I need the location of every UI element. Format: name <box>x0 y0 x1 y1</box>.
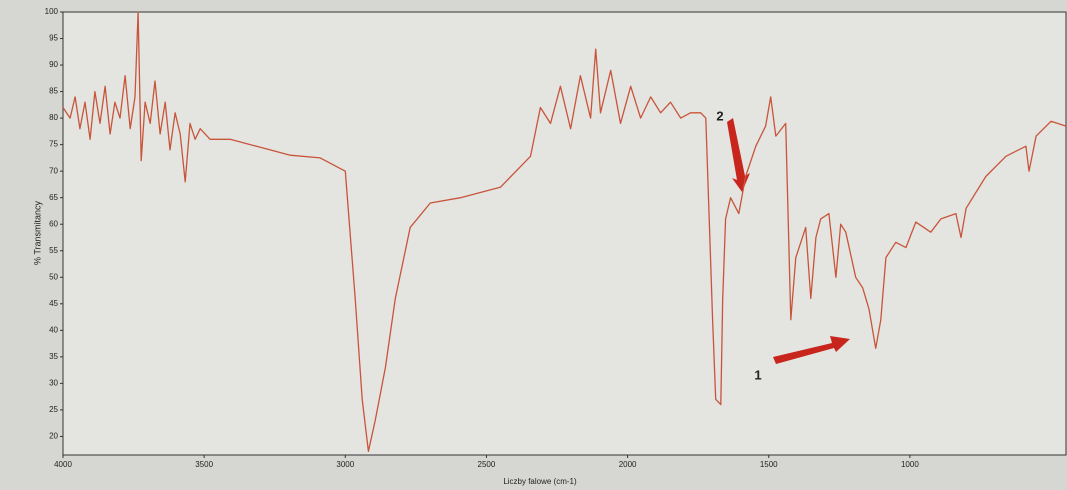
y-tick-label: 60 <box>49 219 58 228</box>
y-tick-label: 100 <box>45 7 59 16</box>
x-axis-label: Liczby falowe (cm-1) <box>503 477 577 486</box>
x-tick-label: 1500 <box>760 460 778 469</box>
annotation: 2 <box>716 108 723 123</box>
y-tick-label: 80 <box>49 113 58 122</box>
y-tick-label: 35 <box>49 352 58 361</box>
y-tick-label: 65 <box>49 193 58 202</box>
y-tick-label: 70 <box>49 166 58 175</box>
y-tick-label: 55 <box>49 246 58 255</box>
y-tick-label: 25 <box>49 405 58 414</box>
y-tick-label: 90 <box>49 60 58 69</box>
y-tick-label: 20 <box>49 432 58 441</box>
x-tick-label: 3000 <box>336 460 354 469</box>
y-tick-label: 30 <box>49 378 58 387</box>
y-tick-label: 50 <box>49 272 58 281</box>
x-tick-label: 2500 <box>478 460 496 469</box>
y-axis-label: % Transmitancy <box>32 200 42 265</box>
x-tick-label: 2000 <box>619 460 637 469</box>
x-tick-label: 1000 <box>901 460 919 469</box>
annotation: 1 <box>754 367 761 382</box>
arrows <box>727 118 850 364</box>
x-tick-label: 3500 <box>195 460 213 469</box>
y-tick-label: 40 <box>49 325 58 334</box>
y-tick-label: 75 <box>49 140 58 149</box>
arrow-1 <box>773 336 850 364</box>
y-tick-label: 85 <box>49 87 58 96</box>
y-tick-label: 45 <box>49 299 58 308</box>
spectrum-line <box>62 11 1067 452</box>
x-tick-label: 4000 <box>54 460 72 469</box>
y-tick-label: 95 <box>49 34 58 43</box>
plot-frame <box>62 11 1067 456</box>
arrow-2 <box>727 118 750 192</box>
